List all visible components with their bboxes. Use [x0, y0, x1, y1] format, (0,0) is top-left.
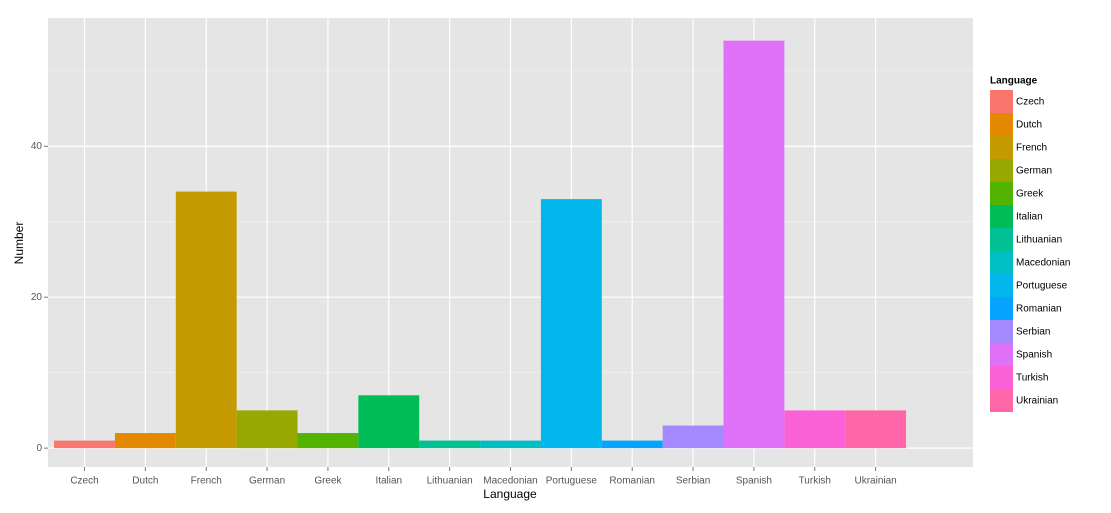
y-tick-label: 20	[31, 292, 43, 303]
x-tick-label: Czech	[70, 476, 98, 487]
x-tick-label: Macedonian	[483, 476, 537, 487]
legend-key	[990, 205, 1013, 228]
legend-key	[990, 136, 1013, 159]
x-tick-label: Greek	[314, 476, 342, 487]
bar	[480, 440, 541, 449]
x-axis-title: Language	[483, 487, 537, 501]
legend-label: Greek	[1016, 189, 1044, 200]
legend-key	[990, 320, 1013, 343]
x-tick-label: Spanish	[736, 476, 772, 487]
y-tick-label: 40	[31, 141, 43, 152]
bar	[662, 425, 724, 449]
legend-key	[990, 228, 1013, 251]
legend-label: Italian	[1016, 212, 1043, 223]
x-tick-label: Romanian	[609, 476, 655, 487]
x-tick-label: French	[191, 476, 222, 487]
legend-key	[990, 251, 1013, 274]
y-tick-label: 0	[36, 443, 42, 454]
legend-label: Czech	[1016, 97, 1044, 108]
legend-label: Romanian	[1016, 304, 1062, 315]
legend-label: Portuguese	[1016, 281, 1068, 292]
legend-key	[990, 297, 1013, 320]
bar	[601, 440, 663, 449]
x-tick-label: Italian	[375, 476, 402, 487]
legend-label: German	[1016, 166, 1052, 177]
bar	[723, 40, 785, 449]
legend-title: Language	[990, 76, 1038, 87]
legend-label: Spanish	[1016, 350, 1052, 361]
bar	[297, 433, 359, 449]
legend-label: Ukrainian	[1016, 396, 1058, 407]
legend-key	[990, 274, 1013, 297]
legend-label: Turkish	[1016, 373, 1048, 384]
bar	[540, 199, 602, 449]
legend-key	[990, 113, 1013, 136]
legend-key	[990, 389, 1013, 412]
bar	[358, 395, 420, 449]
legend-key	[990, 182, 1013, 205]
legend-key	[990, 159, 1013, 182]
x-tick-label: Portuguese	[546, 476, 598, 487]
bar	[175, 191, 237, 449]
bar	[784, 410, 846, 449]
legend-key	[990, 366, 1013, 389]
legend-key	[990, 343, 1013, 366]
bar	[845, 410, 907, 449]
x-tick-label: Lithuanian	[427, 476, 473, 487]
legend-label: Serbian	[1016, 327, 1050, 338]
bar	[54, 440, 115, 449]
bar	[419, 440, 481, 449]
bar	[114, 433, 176, 449]
x-tick-label: Serbian	[676, 476, 710, 487]
legend-key	[990, 90, 1013, 113]
legend-label: French	[1016, 143, 1047, 154]
x-tick-label: German	[249, 476, 285, 487]
bar	[236, 410, 298, 449]
x-tick-label: Dutch	[132, 476, 158, 487]
legend-label: Dutch	[1016, 120, 1042, 131]
y-axis-title: Number	[12, 222, 26, 265]
legend-label: Macedonian	[1016, 258, 1070, 269]
x-tick-label: Ukrainian	[855, 476, 897, 487]
legend-label: Lithuanian	[1016, 235, 1062, 246]
x-tick-label: Turkish	[799, 476, 831, 487]
